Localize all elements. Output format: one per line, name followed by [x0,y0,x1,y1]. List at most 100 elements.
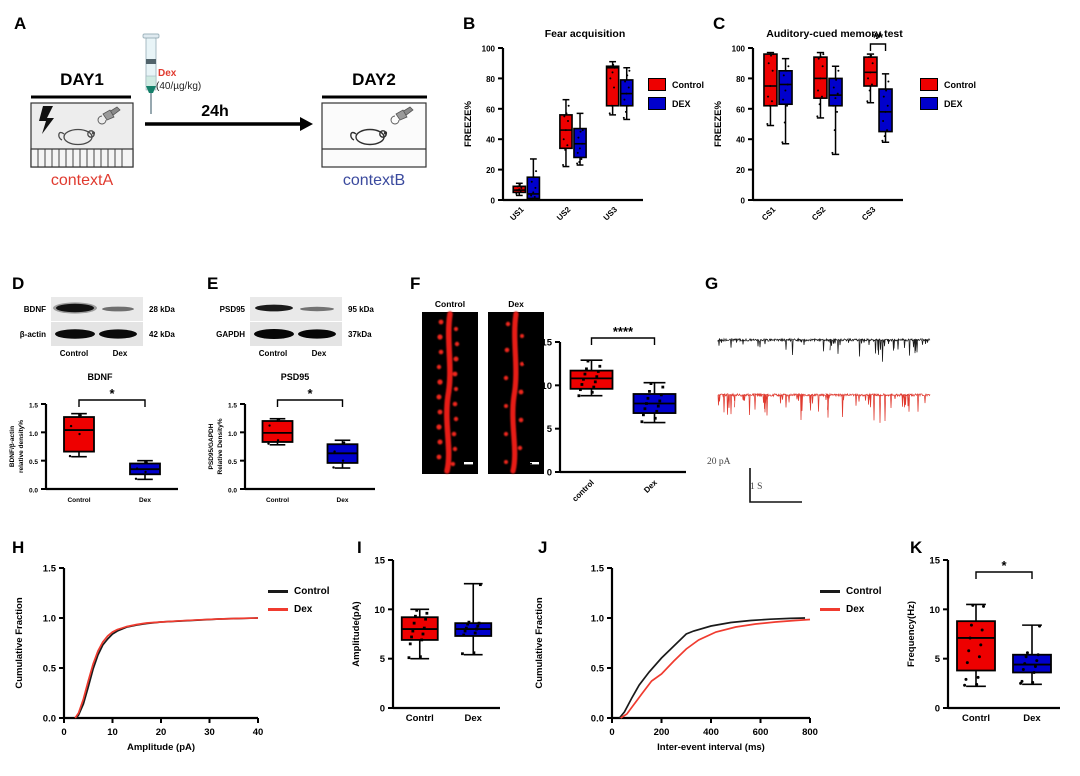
svg-text:Dex: Dex [465,713,483,724]
svg-text:0: 0 [380,704,385,715]
svg-text:0.5: 0.5 [29,459,38,466]
panel-a-letter: A [14,14,27,33]
panel-c-title: Auditory-cued memory test [766,28,903,40]
blot-lane-1: Control [59,349,89,358]
svg-text:0.0: 0.0 [29,488,38,495]
svg-text:relative density%: relative density% [18,420,25,473]
panel-b: B Fear acquisition 0 20 40 60 80 100 US1 US2 US3… [455,0,705,262]
panel-f-chart: 0 5 10 15 control Dex **** Spine densuty(spines… [522,324,686,504]
panel-a-interval-label: 24h [201,103,229,120]
blot-loading-bands [250,322,342,346]
svg-text:0: 0 [491,197,496,206]
panel-e-letter: E [207,274,219,293]
panel-j: J 0.0 0.5 1.0 1.5 0 200 400 600 800 Inter-event i… [520,530,900,776]
legend-line-control [820,590,840,593]
blot-loading-name: β-actin [19,329,46,339]
svg-text:15: 15 [541,338,552,349]
panel-i: I 0 5 10 15 Contrl Dex Amplitude(pA) [345,530,520,776]
svg-text:1.5: 1.5 [591,564,605,575]
svg-text:0.5: 0.5 [591,664,605,675]
panel-g-scale-y-label: 20 pA [707,457,731,467]
panel-i-letter: I [357,538,362,557]
svg-text:1.0: 1.0 [43,614,56,625]
svg-text:Inter-event interval (ms): Inter-event interval (ms) [657,742,765,753]
blot-loading-mw: 42 kDa [149,329,175,339]
blot-target-mw: 95 kDa [348,304,374,314]
svg-text:1.0: 1.0 [228,431,237,438]
panel-g-traces [717,337,931,503]
svg-text:10: 10 [929,605,940,616]
panel-d-title: BDNF [87,372,113,382]
panel-b-legend: Control DEX [648,78,704,110]
legend-label-control: Control [672,79,704,90]
panel-a-dose-label: (40/µg/kg) [156,81,201,92]
legend-swatch-dex [920,97,938,110]
legend-label-control: Control [846,586,882,597]
panel-c: C Auditory-cued memory test 0 20 40 60 80 100… [705,0,976,262]
panel-b-chart: 0 20 40 60 80 100 US1 US2 US3 FREEZE% [463,45,643,223]
panel-c-legend: Control DEX [920,78,976,110]
panel-h: H 0.0 0.5 1.0 1.5 0 10 20 30 40 Amplitude (pA) Cum… [0,530,350,776]
legend-label-dex: Dex [846,604,865,615]
svg-text:200: 200 [654,727,670,738]
panel-c-chart: 0 20 40 60 80 100 CS1 CS2 CS3 ** FREEZE% [713,30,903,223]
svg-text:Dex: Dex [1023,713,1041,724]
svg-text:*: * [307,386,313,401]
svg-text:0: 0 [935,704,940,715]
legend-label-control: Control [944,79,976,90]
svg-text:0: 0 [61,727,66,738]
svg-text:40: 40 [253,727,264,738]
panel-g: G 20 pA 1 S [690,262,1080,530]
svg-text:Amplitude(pA): Amplitude(pA) [351,601,362,666]
panel-a-day1-label: DAY1 [60,70,104,89]
panel-d-blot: BDNF 28 kDa β-actin 42 kDa Control Dex [10,297,175,358]
panel-k: K 0 5 10 15 Contrl Dex * Frequency(Hz) [900,530,1080,776]
panel-f-image-label-dex: Dex [508,299,524,309]
svg-text:0: 0 [547,468,552,479]
panel-h-chart: 0.0 0.5 1.0 1.5 0 10 20 30 40 Amplitude (pA) Cumul… [14,564,264,754]
svg-text:Contrl: Contrl [962,713,990,724]
legend-swatch-control [920,78,938,91]
panel-e-chart: 0.0 0.5 1.0 1.5 Control Dex * PSD95/GAPDH Relati… [208,386,375,504]
svg-text:10: 10 [107,727,118,738]
svg-text:Dex: Dex [337,497,349,504]
blot-lane-2: Dex [112,349,128,358]
svg-text:15: 15 [929,556,940,567]
legend-label-dex: DEX [672,98,691,109]
svg-text:60: 60 [736,105,745,114]
svg-text:800: 800 [802,727,818,738]
svg-text:0.0: 0.0 [43,714,56,725]
svg-text:0.5: 0.5 [43,664,57,675]
svg-text:Cumulative Fraction: Cumulative Fraction [534,597,545,689]
svg-text:CS2: CS2 [810,205,828,223]
panel-f-images [422,311,544,474]
legend-swatch-dex [648,97,666,110]
panel-j-legend: Control Dex [820,586,882,615]
legend-swatch-control [648,78,666,91]
svg-text:US1: US1 [508,205,526,223]
panel-j-chart: 0.0 0.5 1.0 1.5 0 200 400 600 800 Inter-event int… [534,564,818,754]
svg-text:1.5: 1.5 [43,564,57,575]
panel-e-blot: PSD95 95 kDa GAPDH 37kDa Control Dex [205,297,374,358]
blot-lane-2: Dex [311,349,327,358]
panel-d-letter: D [12,274,25,293]
blot-lane-1: Control [258,349,288,358]
panel-a-drug-label: Dex [158,68,177,79]
svg-text:Contrl: Contrl [406,713,434,724]
svg-text:1.5: 1.5 [29,403,38,410]
svg-text:BDNF/β-actin: BDNF/β-actin [9,426,16,467]
svg-text:80: 80 [736,75,745,84]
blot-loading-mw: 37kDa [348,329,372,339]
blot-target-name: BDNF [23,304,46,314]
blot-target-bands [250,297,342,321]
panel-i-chart: 0 5 10 15 Contrl Dex Amplitude(pA) [351,556,500,724]
panel-b-letter: B [463,14,476,33]
svg-text:80: 80 [486,75,495,84]
panel-a-day2-label: DAY2 [352,70,396,89]
panel-d-chart: 0.0 0.5 1.0 1.5 Control Dex * BDNF/β-actin relat… [9,386,178,504]
svg-text:Dex: Dex [642,478,659,495]
panel-a-contexta-label: contextA [50,172,114,189]
svg-text:40: 40 [486,136,495,145]
blot-target-bands [51,297,143,321]
svg-text:30: 30 [204,727,215,738]
